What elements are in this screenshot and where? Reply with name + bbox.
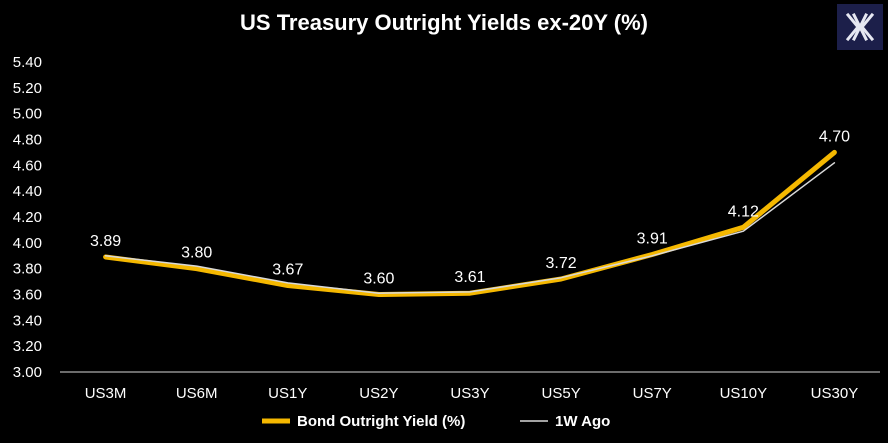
- y-tick-label: 3.60: [13, 287, 42, 304]
- series-layer: [103, 149, 837, 297]
- y-tick-label: 3.20: [13, 338, 42, 355]
- y-tick-label: 5.20: [13, 80, 42, 97]
- x-tick-label: US10Y: [720, 385, 768, 402]
- x-logo-icon: [845, 12, 875, 42]
- x-tick-label: US3Y: [450, 385, 489, 402]
- x-tick-label: US1Y: [268, 385, 307, 402]
- y-tick-label: 4.00: [13, 235, 42, 252]
- data-label: 3.80: [181, 245, 212, 262]
- data-label: 3.72: [546, 255, 577, 272]
- data-label: 3.67: [272, 261, 303, 278]
- y-tick-label: 3.00: [13, 364, 42, 381]
- legend-label-1w-ago: 1W Ago: [555, 413, 610, 430]
- x-tick-label: US7Y: [633, 385, 672, 402]
- x-tick-label: US6M: [176, 385, 218, 402]
- y-tick-label: 3.80: [13, 261, 42, 278]
- y-tick-label: 5.00: [13, 106, 42, 123]
- y-tick-label: 4.80: [13, 132, 42, 149]
- brand-logo: [837, 4, 883, 50]
- legend-label-bond-yield: Bond Outright Yield (%): [297, 413, 465, 430]
- x-axis: US3M US6M US1Y US2Y US3Y US5Y US7Y US10Y US30Y: [60, 371, 880, 402]
- data-labels: 3.89 3.80 3.67 3.60 3.61 3.72 3.91 4.12 4.70: [90, 128, 850, 287]
- y-tick-label: 3.40: [13, 312, 42, 329]
- data-label: 4.12: [728, 203, 759, 220]
- data-label: 3.91: [637, 230, 668, 247]
- y-tick-label: 4.40: [13, 183, 42, 200]
- y-axis: 3.00 3.20 3.40 3.60 3.80 4.00 4.20 4.40 4.60 4.80…: [13, 54, 42, 381]
- series-line-1w-ago: [104, 162, 836, 294]
- chart-title: US Treasury Outright Yields ex-20Y (%): [240, 10, 648, 35]
- x-tick-label: US2Y: [359, 385, 398, 402]
- x-tick-label: US30Y: [811, 385, 859, 402]
- data-label: 3.60: [363, 271, 394, 288]
- data-label: 3.61: [454, 269, 485, 286]
- y-tick-label: 5.40: [13, 54, 42, 71]
- y-tick-label: 4.60: [13, 157, 42, 174]
- x-tick-label: US3M: [85, 385, 127, 402]
- x-tick-label: US5Y: [542, 385, 581, 402]
- series-line-bond-yield: [103, 149, 837, 297]
- y-tick-label: 4.20: [13, 209, 42, 226]
- data-label: 4.70: [819, 128, 850, 145]
- legend: Bond Outright Yield (%) 1W Ago: [262, 413, 610, 430]
- data-label: 3.89: [90, 233, 121, 250]
